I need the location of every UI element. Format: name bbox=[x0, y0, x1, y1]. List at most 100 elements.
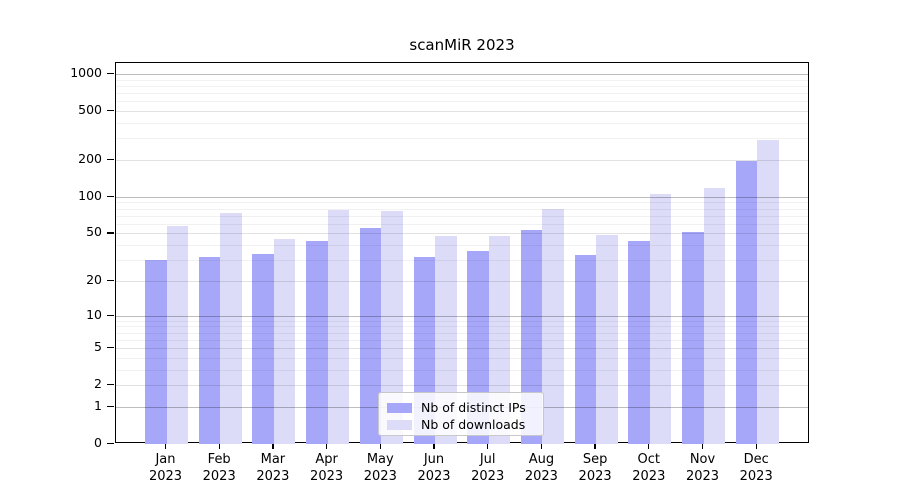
y-minor-gridline bbox=[116, 223, 808, 225]
bar-distinct-ips bbox=[574, 255, 597, 444]
y-tick-mark bbox=[107, 195, 114, 198]
x-tick-mark bbox=[325, 443, 328, 449]
bar-distinct-ips bbox=[252, 253, 274, 444]
x-tick-month: Mar bbox=[260, 452, 286, 467]
x-tick-label-dec: Dec 2023 bbox=[726, 452, 786, 485]
x-tick-year: 2023 bbox=[417, 468, 451, 484]
y-tick-label: 100 bbox=[78, 187, 102, 203]
x-tick-label-jul: Jul 2023 bbox=[458, 452, 518, 485]
bar-distinct-ips bbox=[145, 260, 167, 444]
x-tick-year: 2023 bbox=[471, 468, 505, 484]
y-tick-mark bbox=[107, 443, 114, 445]
y-minor-gridline bbox=[116, 339, 808, 341]
bar-downloads bbox=[596, 234, 618, 444]
y-tick-mark bbox=[107, 73, 114, 75]
x-tick-label-jun: Jun 2023 bbox=[404, 452, 464, 485]
bar-distinct-ips bbox=[359, 228, 382, 444]
x-tick-label-nov: Nov 2023 bbox=[673, 452, 733, 485]
x-tick-month: Aug bbox=[528, 452, 555, 467]
x-tick-label-mar: Mar 2023 bbox=[243, 452, 303, 485]
y-gridline bbox=[116, 348, 808, 350]
y-gridline bbox=[116, 280, 808, 282]
bar-distinct-ips bbox=[682, 232, 704, 444]
y-minor-gridline bbox=[116, 123, 808, 125]
x-tick-month: Dec bbox=[743, 452, 769, 467]
bar-distinct-ips bbox=[306, 241, 328, 444]
chart-title: scanMiR 2023 bbox=[409, 36, 515, 54]
y-minor-gridline bbox=[116, 260, 808, 262]
y-tick-label: 10 bbox=[86, 306, 102, 322]
y-gridline bbox=[116, 111, 808, 113]
bar-distinct-ips bbox=[520, 230, 543, 444]
y-minor-gridline bbox=[116, 79, 808, 81]
plot-area bbox=[115, 62, 809, 444]
y-tick-label: 1 bbox=[94, 397, 102, 413]
x-tick-year: 2023 bbox=[148, 468, 183, 484]
x-tick-month: Jul bbox=[479, 452, 496, 467]
y-tick-mark bbox=[107, 232, 114, 234]
bar-downloads bbox=[435, 235, 457, 444]
y-minor-gridline bbox=[116, 85, 808, 87]
legend-item-downloads: Nb of downloads bbox=[387, 417, 535, 432]
x-tick-year: 2023 bbox=[524, 468, 558, 484]
y-minor-gridline bbox=[116, 202, 808, 204]
x-tick-year: 2023 bbox=[578, 468, 612, 484]
x-tick-label-apr: Apr 2023 bbox=[297, 452, 357, 485]
y-gridline bbox=[116, 196, 808, 198]
legend: Nb of distinct IPs Nb of downloads bbox=[378, 392, 544, 436]
x-tick-label-feb: Feb 2023 bbox=[189, 452, 249, 485]
bar-distinct-ips bbox=[198, 256, 221, 444]
y-tick-label: 1000 bbox=[70, 65, 102, 81]
x-tick-label-aug: Aug 2023 bbox=[511, 452, 571, 485]
legend-label-distinct-ips: Nb of distinct IPs bbox=[421, 400, 526, 415]
bar-downloads bbox=[703, 188, 725, 444]
bar-downloads bbox=[273, 238, 296, 444]
x-tick-year: 2023 bbox=[685, 468, 720, 484]
bar-downloads bbox=[381, 211, 403, 444]
y-minor-gridline bbox=[116, 369, 808, 371]
x-tick-year: 2023 bbox=[363, 468, 397, 484]
y-tick-label: 5 bbox=[94, 339, 102, 355]
bar-distinct-ips bbox=[628, 241, 650, 444]
x-tick-month: May bbox=[366, 452, 394, 467]
x-tick-mark bbox=[164, 443, 167, 449]
bar-downloads bbox=[166, 225, 188, 444]
y-tick-label: 0 bbox=[94, 435, 102, 450]
y-tick-label: 20 bbox=[86, 271, 102, 287]
y-tick-mark bbox=[107, 347, 114, 349]
x-tick-mark bbox=[433, 443, 435, 449]
x-tick-month: Oct bbox=[637, 452, 661, 467]
y-tick-mark bbox=[107, 159, 114, 161]
y-tick-label: 200 bbox=[78, 151, 102, 166]
x-tick-year: 2023 bbox=[256, 468, 290, 484]
x-tick-month: Sep bbox=[582, 452, 608, 467]
y-minor-gridline bbox=[116, 208, 808, 210]
bar-downloads bbox=[542, 208, 564, 444]
y-minor-gridline bbox=[116, 93, 808, 95]
x-tick-month: Nov bbox=[689, 452, 716, 467]
y-tick-mark bbox=[107, 110, 114, 112]
x-tick-mark bbox=[272, 443, 274, 449]
y-tick-mark bbox=[107, 279, 114, 282]
y-tick-mark bbox=[107, 314, 114, 316]
x-tick-mark bbox=[487, 443, 489, 449]
y-gridline bbox=[116, 385, 808, 387]
y-tick-label: 2 bbox=[94, 376, 102, 392]
y-gridline bbox=[116, 233, 808, 235]
x-tick-month: Jun bbox=[423, 452, 445, 467]
x-tick-label-may: May 2023 bbox=[350, 452, 410, 485]
x-tick-label-oct: Oct 2023 bbox=[619, 452, 679, 485]
x-tick-month: Jan bbox=[155, 452, 176, 467]
y-tick-mark bbox=[107, 384, 114, 386]
y-gridline bbox=[116, 315, 808, 317]
x-tick-label-sep: Sep 2023 bbox=[565, 452, 625, 485]
x-tick-year: 2023 bbox=[310, 468, 344, 484]
legend-label-downloads: Nb of downloads bbox=[421, 417, 526, 432]
y-minor-gridline bbox=[116, 215, 808, 217]
x-tick-mark bbox=[218, 443, 220, 449]
x-tick-mark bbox=[701, 443, 704, 449]
x-tick-mark bbox=[755, 443, 757, 449]
x-tick-mark bbox=[540, 443, 543, 449]
y-minor-gridline bbox=[116, 101, 808, 103]
